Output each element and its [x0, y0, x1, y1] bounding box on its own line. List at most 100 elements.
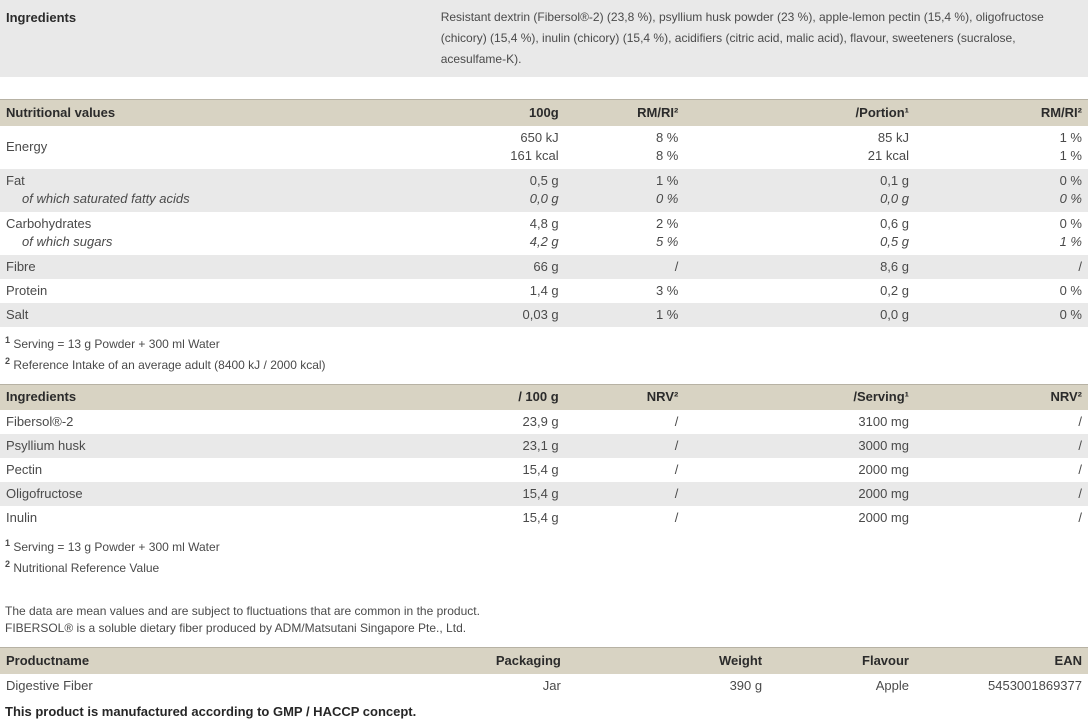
value-cell: /	[564, 506, 685, 530]
value-cell: 85 kJ 21 kcal	[684, 125, 915, 169]
value-cell: 4,8 g 4,2 g	[439, 211, 565, 255]
row-label: Fat of which saturated fatty acids	[0, 168, 440, 212]
value-cell: /	[564, 434, 685, 458]
nutritional-values-table: Nutritional values 100g RM/RI² /Portion¹…	[0, 99, 1088, 327]
value-cell: 0,5 g 0,0 g	[439, 168, 565, 212]
row-label: Inulin	[0, 506, 440, 530]
value-cell: /	[564, 254, 685, 279]
col-header-per-100g: / 100 g	[439, 383, 565, 410]
ingredients-banner-label: Ingredients	[6, 10, 77, 25]
ingredients-banner: Ingredients Resistant dextrin (Fibersol®…	[0, 0, 1088, 77]
col-header-packaging: Packaging	[439, 647, 567, 674]
ean-cell: 5453001869377	[914, 673, 1088, 698]
ingredient-row-inulin: Inulin 15,4 g / 2000 mg /	[0, 506, 1088, 530]
row-label: Fibersol®-2	[0, 410, 440, 434]
product-info-table: Productname Packaging Weight Flavour EAN…	[0, 647, 1088, 698]
col-header-nrv: NRV²	[564, 383, 685, 410]
value-cell: 23,1 g	[439, 434, 565, 458]
product-header-row: Productname Packaging Weight Flavour EAN	[0, 647, 1088, 674]
value-cell: /	[914, 458, 1088, 482]
row-label: Carbohydrates of which sugars	[0, 211, 440, 255]
value-cell: 650 kJ 161 kcal	[439, 125, 565, 169]
row-label: Fibre	[0, 254, 440, 279]
col-header-rmri-portion: RM/RI²	[914, 99, 1088, 126]
nutrition-footnotes: 1 Serving = 13 g Powder + 300 ml Water 2…	[0, 327, 1088, 376]
row-label: Oligofructose	[0, 482, 440, 506]
ingredient-row-fibersol: Fibersol®-2 23,9 g / 3100 mg /	[0, 410, 1088, 434]
value-cell: 8,6 g	[684, 254, 915, 279]
value-cell: 0 % 0 %	[914, 168, 1088, 212]
value-cell: /	[564, 410, 685, 434]
ingredient-row-oligofructose: Oligofructose 15,4 g / 2000 mg /	[0, 482, 1088, 506]
value-cell: 2000 mg	[684, 506, 915, 530]
ingredient-row-pectin: Pectin 15,4 g / 2000 mg /	[0, 458, 1088, 482]
nutrition-row-energy: Energy 650 kJ 161 kcal 8 % 8 % 85 kJ 21 kca…	[0, 125, 1088, 169]
footnote-serving: 1 Serving = 13 g Powder + 300 ml Water	[5, 334, 220, 351]
disclaimer-notes: The data are mean values and are subject…	[0, 601, 1088, 643]
value-cell: 23,9 g	[439, 410, 565, 434]
value-cell: 2000 mg	[684, 482, 915, 506]
ingredients-footnotes: 1 Serving = 13 g Powder + 300 ml Water 2…	[0, 530, 1088, 579]
row-label: Pectin	[0, 458, 440, 482]
value-cell: 0,03 g	[439, 302, 565, 327]
value-cell: 0,2 g	[684, 278, 915, 303]
flavour-cell: Apple	[768, 673, 915, 698]
col-header-ean: EAN	[914, 647, 1088, 674]
value-cell: 1 %	[564, 302, 685, 327]
value-cell: 2000 mg	[684, 458, 915, 482]
row-label: Psyllium husk	[0, 434, 440, 458]
value-cell: 3000 mg	[684, 434, 915, 458]
gmp-haccp-statement: This product is manufactured according t…	[5, 703, 417, 719]
value-cell: 0,6 g 0,5 g	[684, 211, 915, 255]
nutrition-row-carbohydrates: Carbohydrates of which sugars 4,8 g 4,2 g …	[0, 211, 1088, 255]
note-mean-values: The data are mean values and are subject…	[5, 604, 480, 618]
value-cell: 0,0 g	[684, 302, 915, 327]
value-cell: /	[914, 254, 1088, 279]
value-cell: 3 %	[564, 278, 685, 303]
nutrition-row-fibre: Fibre 66 g / 8,6 g /	[0, 254, 1088, 279]
value-cell: 8 % 8 %	[564, 125, 685, 169]
value-cell: /	[914, 434, 1088, 458]
row-label: Energy	[0, 125, 440, 169]
value-cell: 1 % 0 %	[564, 168, 685, 212]
col-header-rmri: RM/RI²	[564, 99, 685, 126]
value-cell: 0 % 1 %	[914, 211, 1088, 255]
footnote-serving-2: 1 Serving = 13 g Powder + 300 ml Water	[5, 538, 220, 554]
value-cell: /	[914, 410, 1088, 434]
nutrition-header-row: Nutritional values 100g RM/RI² /Portion¹…	[0, 99, 1088, 126]
value-cell: 15,4 g	[439, 506, 565, 530]
nutrition-title: Nutritional values	[0, 99, 440, 126]
col-header-flavour: Flavour	[768, 647, 915, 674]
col-header-productname: Productname	[0, 647, 440, 674]
ingredients-banner-text: Resistant dextrin (Fibersol®-2) (23,8 %)…	[440, 10, 1044, 66]
value-cell: 1 % 1 %	[914, 125, 1088, 169]
note-fibersol: FIBERSOL® is a soluble dietary fiber pro…	[5, 621, 467, 635]
footnote-reference-intake: 2 Reference Intake of an average adult (…	[5, 355, 326, 372]
nutrition-row-protein: Protein 1,4 g 3 % 0,2 g 0 %	[0, 278, 1088, 303]
ingredient-row-psyllium-husk: Psyllium husk 23,1 g / 3000 mg /	[0, 434, 1088, 458]
value-cell: 0 %	[914, 278, 1088, 303]
value-cell: 66 g	[439, 254, 565, 279]
col-header-weight: Weight	[566, 647, 769, 674]
value-cell: 0 %	[914, 302, 1088, 327]
col-header-portion: /Portion¹	[684, 99, 915, 126]
weight-cell: 390 g	[566, 673, 769, 698]
value-cell: /	[564, 482, 685, 506]
value-cell: /	[914, 506, 1088, 530]
value-cell: /	[564, 458, 685, 482]
product-row-digestive-fiber: Digestive Fiber Jar 390 g Apple 54530018…	[0, 673, 1088, 698]
row-label: Salt	[0, 302, 440, 327]
row-label: Protein	[0, 278, 440, 303]
ingredients-amounts-table: Ingredients / 100 g NRV² /Serving¹ NRV² …	[0, 383, 1088, 530]
col-header-serving: /Serving¹	[684, 383, 915, 410]
value-cell: 0,1 g 0,0 g	[684, 168, 915, 212]
ingredients-title: Ingredients	[0, 383, 440, 410]
value-cell: 2 % 5 %	[564, 211, 685, 255]
value-cell: 15,4 g	[439, 482, 565, 506]
footnote-nrv: 2 Nutritional Reference Value	[5, 559, 160, 575]
value-cell: 15,4 g	[439, 458, 565, 482]
value-cell: /	[914, 482, 1088, 506]
col-header-100g: 100g	[439, 99, 565, 126]
